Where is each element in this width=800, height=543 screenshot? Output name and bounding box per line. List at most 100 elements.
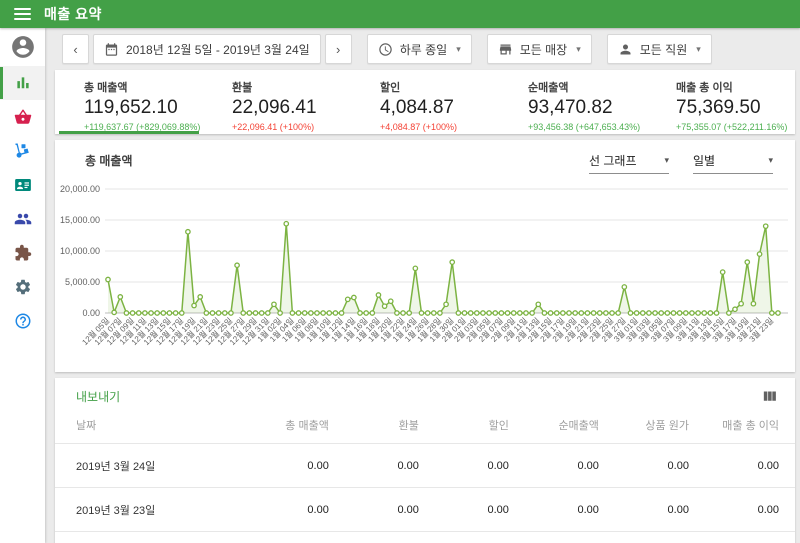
chart-points xyxy=(106,222,780,316)
kpi-label: 매출 총 이익 xyxy=(676,79,795,95)
clock-icon xyxy=(378,42,393,57)
table-header: 할인 xyxy=(435,411,525,444)
sidebar-item-people[interactable] xyxy=(0,202,45,236)
employee-filter-button[interactable]: 모든 직원 ▾ xyxy=(607,34,712,64)
app-bar: 매출 요약 xyxy=(0,0,800,28)
kpi-active-underline xyxy=(59,131,199,134)
table-header: 순매출액 xyxy=(525,411,615,444)
avatar-icon xyxy=(10,34,36,60)
value-cell: 5,328.00 xyxy=(615,532,705,543)
chevron-down-icon: ▾ xyxy=(768,155,773,166)
hand-truck-icon xyxy=(14,142,32,160)
value-cell: 14,003.76 xyxy=(255,532,345,543)
kpi-tab[interactable]: 환불22,096.41+22,096.41 (+100%) xyxy=(203,70,351,134)
sidebar-item-help[interactable] xyxy=(0,304,45,338)
account-avatar[interactable] xyxy=(0,28,45,66)
sidebar-item-bar-chart[interactable] xyxy=(0,66,45,100)
main-content: ‹ 2018년 12월 5일 - 2019년 3월 24일 › 하루 종일 ▾ … xyxy=(45,28,800,543)
table-header: 매출 총 이익 xyxy=(705,411,795,444)
y-axis-tick-label: 5,000.00 xyxy=(65,277,100,287)
kpi-delta: +75,355.07 (+522,211.16%) xyxy=(676,122,795,132)
kpi-tab[interactable]: 할인4,084.87+4,084.87 (+100%) xyxy=(351,70,499,134)
value-cell: 0.00 xyxy=(435,532,525,543)
time-filter-label: 하루 종일 xyxy=(400,41,448,58)
kpi-tab[interactable]: 매출 총 이익 75,369.50 +75,355.07 (+522,211.16%… xyxy=(647,70,795,134)
kpi-tab[interactable]: 순매출액 93,470.82 +93,456.38 (+647,653.43%) xyxy=(499,70,647,134)
store-filter-button[interactable]: 모든 매장 ▾ xyxy=(487,34,592,64)
kpi-delta: +93,456.38 (+647,653.43%) xyxy=(528,122,647,132)
columns-button[interactable] xyxy=(761,388,778,405)
sidebar-item-contact-card[interactable] xyxy=(0,168,45,202)
sidebar-item-basket[interactable] xyxy=(0,100,45,134)
value-cell: 0.00 xyxy=(525,444,615,488)
value-cell: 0.00 xyxy=(255,444,345,488)
people-icon xyxy=(14,210,32,228)
kpi-summary-card: 총 매출액119,652.10+119,637.67 (+829,069.88%… xyxy=(55,70,795,134)
store-filter-label: 모든 매장 xyxy=(520,41,568,58)
kpi-value: 119,652.10 xyxy=(84,97,203,119)
help-icon xyxy=(14,312,32,330)
chart-type-select[interactable]: 선 그래프 ▾ xyxy=(589,152,669,174)
date-range-button[interactable]: 2018년 12월 5일 - 2019년 3월 24일 xyxy=(93,34,321,64)
chart-svg: 0.005,000.0010,000.0015,000.0020,000.001… xyxy=(55,178,795,364)
kpi-value: 93,470.82 xyxy=(528,97,647,119)
breakdown-table: 날짜총 매출액환불할인순매출액상품 원가매출 총 이익 2019년 3월 24일… xyxy=(55,411,795,543)
value-cell: 14,003.76 xyxy=(525,532,615,543)
value-cell: 0.00 xyxy=(345,488,435,532)
kpi-value: 75,369.50 xyxy=(676,97,795,119)
export-link[interactable]: 내보내기 xyxy=(76,388,120,405)
store-icon xyxy=(498,42,513,57)
y-axis-tick-label: 15,000.00 xyxy=(60,215,100,225)
kpi-value: 4,084.87 xyxy=(380,97,499,119)
kpi-tab[interactable]: 총 매출액119,652.10+119,637.67 (+829,069.88%… xyxy=(55,70,203,134)
basket-icon xyxy=(14,108,32,126)
date-next-button[interactable]: › xyxy=(325,34,352,64)
date-cell: 2019년 3월 23일 xyxy=(55,488,255,532)
y-axis-tick-label: 10,000.00 xyxy=(60,246,100,256)
bar-chart-icon xyxy=(14,74,32,92)
sidebar-item-puzzle[interactable] xyxy=(0,236,45,270)
time-filter-button[interactable]: 하루 종일 ▾ xyxy=(367,34,472,64)
active-indicator xyxy=(0,67,3,99)
sidebar-item-gear[interactable] xyxy=(0,270,45,304)
sales-line-chart: 0.005,000.0010,000.0015,000.0020,000.001… xyxy=(55,178,795,369)
chart-line xyxy=(108,224,778,313)
kpi-value: 22,096.41 xyxy=(232,97,351,119)
table-header: 환불 xyxy=(345,411,435,444)
person-icon xyxy=(618,42,633,57)
date-range-label: 2018년 12월 5일 - 2019년 3월 24일 xyxy=(126,41,310,58)
sidebar-item-hand-truck[interactable] xyxy=(0,134,45,168)
table-header: 총 매출액 xyxy=(255,411,345,444)
interval-select[interactable]: 일별 ▾ xyxy=(693,152,773,174)
hamburger-menu-icon[interactable] xyxy=(14,8,31,20)
toolbar: ‹ 2018년 12월 5일 - 2019년 3월 24일 › 하루 종일 ▾ … xyxy=(62,34,800,64)
table-row: 2019년 3월 22일14,003.760.000.0014,003.765,… xyxy=(55,532,795,543)
date-cell: 2019년 3월 24일 xyxy=(55,444,255,488)
chevron-down-icon: ▾ xyxy=(664,155,669,166)
value-cell: 0.00 xyxy=(705,488,795,532)
contact-card-icon xyxy=(14,176,32,194)
table-row: 2019년 3월 24일0.000.000.000.000.000.00 xyxy=(55,444,795,488)
value-cell: 0.00 xyxy=(345,444,435,488)
puzzle-icon xyxy=(14,244,32,262)
gear-icon xyxy=(14,278,32,296)
date-prev-button[interactable]: ‹ xyxy=(62,34,89,64)
chevron-down-icon: ▾ xyxy=(576,44,581,55)
value-cell: 0.00 xyxy=(255,488,345,532)
page-title: 매출 요약 xyxy=(44,4,102,24)
y-axis-tick-label: 20,000.00 xyxy=(60,184,100,194)
calendar-icon xyxy=(104,42,119,57)
sidebar xyxy=(0,28,45,543)
chevron-down-icon: ▾ xyxy=(696,44,701,55)
value-cell: 0.00 xyxy=(705,444,795,488)
value-cell: 0.00 xyxy=(435,488,525,532)
value-cell: 0.00 xyxy=(435,444,525,488)
kpi-label: 순매출액 xyxy=(528,79,647,95)
kpi-delta: +22,096.41 (+100%) xyxy=(232,122,351,132)
date-cell: 2019년 3월 22일 xyxy=(55,532,255,543)
chart-area-fill xyxy=(108,224,778,313)
kpi-label: 총 매출액 xyxy=(84,79,203,95)
value-cell: 8,675.76 xyxy=(705,532,795,543)
sales-chart-card: 총 매출액 선 그래프 ▾ 일별 ▾ 0.005,000.0010,000.00… xyxy=(55,140,795,372)
columns-icon xyxy=(761,388,778,405)
